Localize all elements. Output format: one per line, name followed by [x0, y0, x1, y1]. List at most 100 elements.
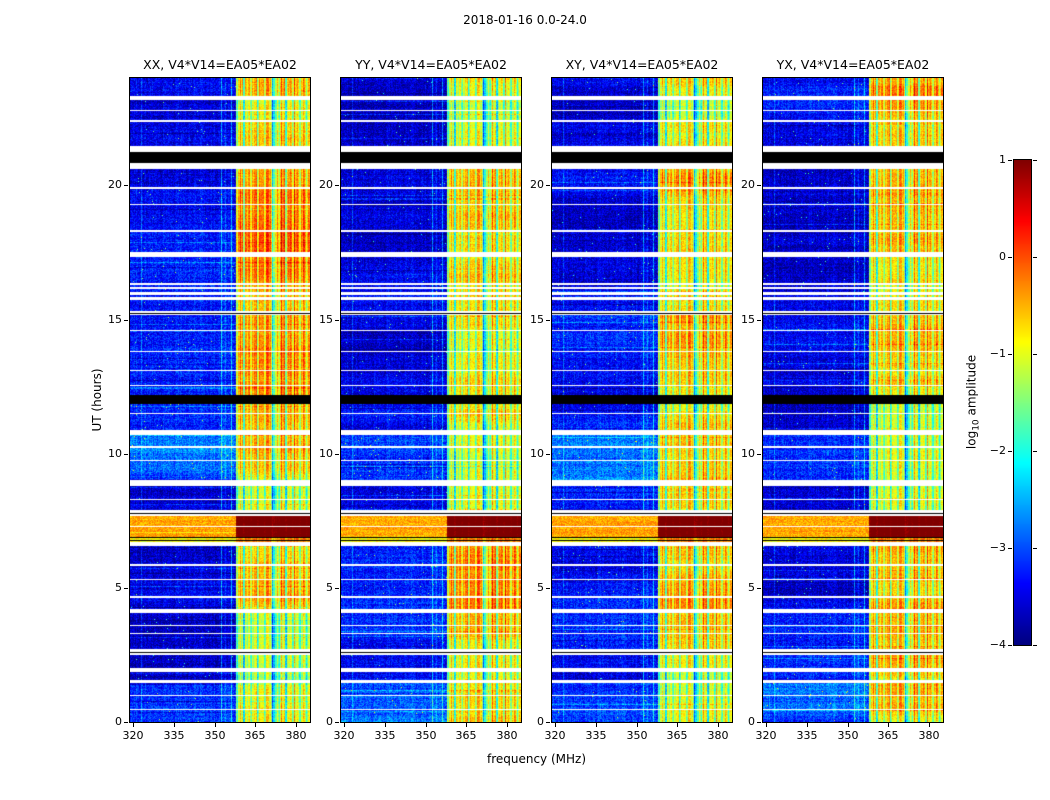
- y-tick-mark: [335, 454, 339, 455]
- colorbar-tick-mark: [1033, 160, 1037, 161]
- x-tick-label: 380: [918, 729, 940, 742]
- x-tick-label: 320: [544, 729, 566, 742]
- y-tick-label: 5: [748, 581, 755, 594]
- y-tick-label: 20: [319, 178, 333, 191]
- x-tick-label: 335: [374, 729, 396, 742]
- y-tick-mark: [757, 185, 761, 186]
- y-tick-label: 5: [115, 581, 122, 594]
- colorbar-tick-label: 1: [999, 153, 1006, 166]
- y-tick-label: 10: [530, 447, 544, 460]
- y-tick-label: 15: [108, 313, 122, 326]
- x-tick-mark: [596, 723, 597, 727]
- x-tick-mark: [296, 723, 297, 727]
- y-tick-label: 15: [741, 313, 755, 326]
- colorbar-label: log10 amplitude: [964, 355, 981, 449]
- y-axis-label: UT (hours): [90, 368, 104, 432]
- x-tick-mark: [133, 723, 134, 727]
- colorbar-tick-mark: [1033, 645, 1037, 646]
- y-tick-mark: [124, 722, 128, 723]
- y-tick-label: 5: [537, 581, 544, 594]
- colorbar-gradient: [1014, 160, 1031, 645]
- y-tick-label: 0: [326, 715, 333, 728]
- y-tick-mark: [546, 185, 550, 186]
- x-tick-label: 365: [244, 729, 266, 742]
- colorbar-label-sub: 10: [971, 419, 982, 431]
- panel-title-xx: XX, V4*V14=EA05*EA02: [143, 57, 297, 72]
- panel-title-yy: YY, V4*V14=EA05*EA02: [355, 57, 507, 72]
- colorbar-tick-label: −2: [989, 444, 1006, 457]
- x-tick-label: 365: [877, 729, 899, 742]
- panel-title-yx: YX, V4*V14=EA05*EA02: [776, 57, 930, 72]
- x-tick-label: 380: [496, 729, 518, 742]
- x-tick-label: 380: [707, 729, 729, 742]
- y-tick-label: 0: [748, 715, 755, 728]
- colorbar-tick-mark: [1008, 451, 1012, 452]
- spectrogram-panel-xx: XX, V4*V14=EA05*EA02: [129, 57, 311, 723]
- x-tick-mark: [255, 723, 256, 727]
- x-tick-label: 350: [204, 729, 226, 742]
- colorbar-tick-label: 0: [999, 250, 1006, 263]
- y-tick-mark: [546, 454, 550, 455]
- x-tick-mark: [174, 723, 175, 727]
- x-tick-mark: [718, 723, 719, 727]
- x-axis-label: frequency (MHz): [486, 752, 587, 766]
- colorbar-tick-label: −4: [989, 638, 1006, 651]
- x-tick-mark: [466, 723, 467, 727]
- x-tick-label: 335: [796, 729, 818, 742]
- colorbar-tick-label: −1: [989, 347, 1006, 360]
- y-tick-mark: [757, 454, 761, 455]
- y-tick-label: 15: [319, 313, 333, 326]
- spectrogram-panel-yy: YY, V4*V14=EA05*EA02: [340, 57, 522, 723]
- x-tick-mark: [677, 723, 678, 727]
- y-tick-mark: [124, 454, 128, 455]
- x-tick-label: 320: [333, 729, 355, 742]
- y-tick-label: 20: [530, 178, 544, 191]
- x-tick-mark: [637, 723, 638, 727]
- y-tick-label: 20: [108, 178, 122, 191]
- colorbar-tick-label: −3: [989, 541, 1006, 554]
- x-tick-label: 365: [666, 729, 688, 742]
- y-tick-mark: [757, 320, 761, 321]
- y-tick-mark: [546, 722, 550, 723]
- y-tick-mark: [335, 185, 339, 186]
- y-tick-label: 0: [537, 715, 544, 728]
- panel-title-xy: XY, V4*V14=EA05*EA02: [565, 57, 719, 72]
- x-tick-mark: [929, 723, 930, 727]
- y-tick-label: 0: [115, 715, 122, 728]
- x-tick-mark: [848, 723, 849, 727]
- colorbar: [1013, 159, 1032, 646]
- y-tick-label: 10: [319, 447, 333, 460]
- x-tick-mark: [555, 723, 556, 727]
- x-tick-label: 335: [163, 729, 185, 742]
- y-tick-mark: [546, 320, 550, 321]
- x-tick-mark: [426, 723, 427, 727]
- colorbar-tick-mark: [1008, 548, 1012, 549]
- x-tick-label: 335: [585, 729, 607, 742]
- x-tick-label: 365: [455, 729, 477, 742]
- x-tick-label: 320: [122, 729, 144, 742]
- y-tick-mark: [335, 320, 339, 321]
- x-tick-mark: [344, 723, 345, 727]
- x-tick-label: 320: [755, 729, 777, 742]
- colorbar-tick-mark: [1033, 451, 1037, 452]
- colorbar-tick-mark: [1008, 645, 1012, 646]
- x-tick-mark: [215, 723, 216, 727]
- y-tick-label: 5: [326, 581, 333, 594]
- y-tick-mark: [757, 722, 761, 723]
- y-tick-mark: [546, 588, 550, 589]
- spectrogram-canvas-xy: [552, 78, 732, 722]
- x-tick-mark: [766, 723, 767, 727]
- y-tick-mark: [757, 588, 761, 589]
- colorbar-label-suffix: amplitude: [964, 354, 979, 420]
- y-tick-label: 10: [108, 447, 122, 460]
- y-tick-mark: [124, 185, 128, 186]
- y-tick-label: 10: [741, 447, 755, 460]
- x-tick-mark: [385, 723, 386, 727]
- y-tick-mark: [335, 588, 339, 589]
- x-tick-label: 350: [626, 729, 648, 742]
- y-tick-label: 20: [741, 178, 755, 191]
- colorbar-tick-mark: [1008, 257, 1012, 258]
- y-tick-mark: [124, 588, 128, 589]
- spectrogram-panel-yx: YX, V4*V14=EA05*EA02: [762, 57, 944, 723]
